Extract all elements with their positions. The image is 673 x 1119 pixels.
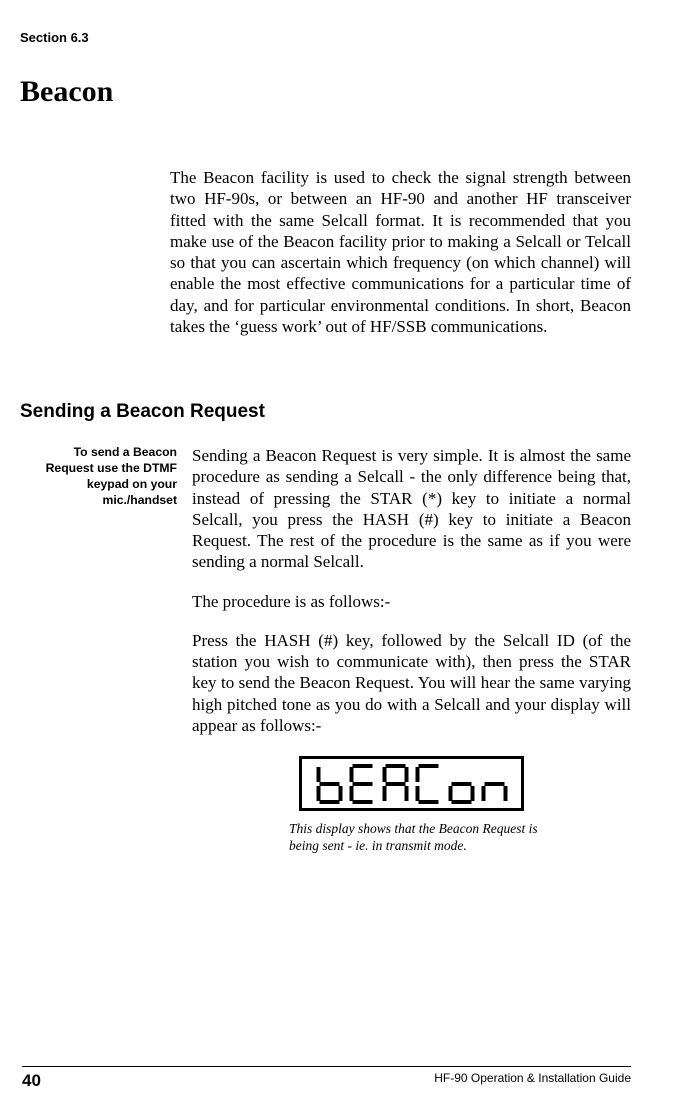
- caption-line-1: This display shows that the Beacon Reque…: [289, 821, 538, 836]
- body-column: Sending a Beacon Request is very simple.…: [192, 445, 631, 855]
- content-row: To send a Beacon Request use the DTMF ke…: [42, 445, 631, 855]
- lcd-beacon-icon: [312, 764, 512, 804]
- body-para-3: Press the HASH (#) key, followed by the …: [192, 630, 631, 736]
- body-para-1: Sending a Beacon Request is very simple.…: [192, 445, 631, 573]
- page-number: 40: [22, 1071, 41, 1091]
- lcd-display: [299, 756, 524, 811]
- page-footer: 40 HF-90 Operation & Installation Guide: [22, 1066, 631, 1091]
- display-caption: This display shows that the Beacon Reque…: [279, 821, 544, 855]
- body-para-2: The procedure is as follows:-: [192, 591, 631, 612]
- section-number: Section 6.3: [20, 30, 631, 45]
- caption-line-2: being sent - ie. in transmit mode.: [289, 838, 467, 853]
- footer-guide-title: HF-90 Operation & Installation Guide: [434, 1071, 631, 1085]
- intro-paragraph: The Beacon facility is used to check the…: [170, 167, 631, 337]
- sidebar-note: To send a Beacon Request use the DTMF ke…: [42, 445, 182, 855]
- page: Section 6.3 Beacon The Beacon facility i…: [0, 0, 673, 1119]
- subheading: Sending a Beacon Request: [20, 401, 631, 423]
- page-title: Beacon: [20, 75, 631, 109]
